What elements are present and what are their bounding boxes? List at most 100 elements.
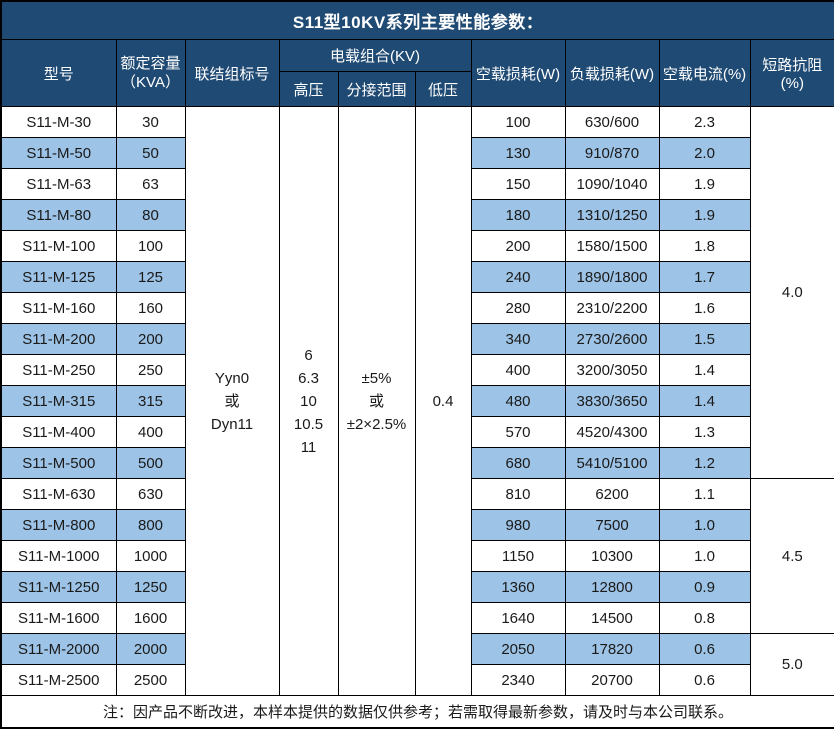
cell-tap-range-merged: ±5% 或 ±2×2.5% (337, 106, 416, 696)
cell-no-load-loss: 810 (470, 478, 566, 510)
cell-model: S11-M-2500 (0, 664, 117, 696)
header-load-loss: 负载损耗(W) (564, 39, 660, 107)
cell-no-load-loss: 480 (470, 385, 566, 417)
cell-capacity: 1250 (115, 571, 186, 603)
cell-capacity: 100 (115, 230, 186, 262)
header-impedance: 短路抗阻(%) (749, 39, 834, 107)
cell-no-load-current: 1.7 (658, 261, 751, 293)
cell-capacity: 125 (115, 261, 186, 293)
cell-no-load-loss: 980 (470, 509, 566, 541)
cell-load-loss: 1890/1800 (564, 261, 660, 293)
cell-model: S11-M-160 (0, 292, 117, 324)
cell-load-loss: 12800 (564, 571, 660, 603)
cell-load-loss: 2730/2600 (564, 323, 660, 355)
cell-load-loss: 1580/1500 (564, 230, 660, 262)
table-row: S11-M-80 80 180 1310/1250 1.9 (0, 199, 834, 231)
title-row: S11型10KV系列主要性能参数： (0, 0, 834, 40)
cell-load-loss: 1310/1250 (564, 199, 660, 231)
cell-no-load-current: 1.4 (658, 385, 751, 417)
cell-capacity: 160 (115, 292, 186, 324)
cell-model: S11-M-1600 (0, 602, 117, 634)
page-title: S11型10KV系列主要性能参数： (0, 0, 834, 40)
cell-no-load-current: 2.0 (658, 137, 751, 169)
table-row: S11-M-63 63 150 1090/1040 1.9 (0, 168, 834, 200)
cell-load-loss: 630/600 (564, 106, 660, 138)
cell-model: S11-M-30 (0, 106, 117, 138)
cell-no-load-loss: 2340 (470, 664, 566, 696)
header-row-1: 型号 额定容量 （KVA） 联结组标号 电载组合(KV) 空载损耗(W) 负载损… (0, 39, 834, 107)
table-row: S11-M-2500 2500 2340 20700 0.6 (0, 664, 834, 696)
footer-note: 注：因产品不断改进，本样本提供的数据仅供参考；若需取得最新参数，请及时与本公司联… (0, 695, 834, 729)
cell-no-load-loss: 680 (470, 447, 566, 479)
cell-no-load-current: 1.2 (658, 447, 751, 479)
cell-no-load-current: 1.0 (658, 540, 751, 572)
header-no-load-current: 空载电流(%) (658, 39, 751, 107)
table-row: S11-M-630 630 810 6200 1.1 4.5 (0, 478, 834, 634)
cell-no-load-loss: 100 (470, 106, 566, 138)
cell-no-load-loss: 340 (470, 323, 566, 355)
cell-load-loss: 3830/3650 (564, 385, 660, 417)
cell-no-load-current: 1.4 (658, 354, 751, 386)
cell-load-loss: 910/870 (564, 137, 660, 169)
cell-load-loss: 14500 (564, 602, 660, 634)
cell-no-load-loss: 200 (470, 230, 566, 262)
header-row-2: 高压 分接范围 低压 (1, 71, 834, 107)
table-row: S11-M-2000 2000 2050 17820 0.6 5.0 (0, 633, 834, 696)
cell-impedance-group-1: 4.0 (749, 106, 834, 479)
cell-load-loss: 1090/1040 (564, 168, 660, 200)
cell-load-loss: 7500 (564, 509, 660, 541)
cell-capacity: 800 (115, 509, 186, 541)
cell-no-load-current: 0.6 (658, 633, 751, 665)
header-no-load-loss: 空载损耗(W) (470, 39, 566, 107)
cell-no-load-loss: 180 (470, 199, 566, 231)
cell-no-load-current: 1.1 (658, 478, 751, 510)
cell-impedance-group-2: 4.5 (749, 478, 834, 634)
cell-capacity: 50 (115, 137, 186, 169)
cell-no-load-loss: 1640 (470, 602, 566, 634)
cell-model: S11-M-125 (0, 261, 117, 293)
table-row: S11-M-800 800 980 7500 1.0 (0, 509, 834, 541)
cell-no-load-loss: 570 (470, 416, 566, 448)
cell-capacity: 250 (115, 354, 186, 386)
cell-connection-merged: Yyn0 或 Dyn11 (184, 106, 280, 696)
cell-model: S11-M-2000 (0, 633, 117, 665)
cell-capacity: 630 (115, 478, 186, 510)
cell-no-load-loss: 2050 (470, 633, 566, 665)
cell-model: S11-M-200 (0, 323, 117, 355)
cell-capacity: 500 (115, 447, 186, 479)
cell-load-loss: 2310/2200 (564, 292, 660, 324)
cell-model: S11-M-250 (0, 354, 117, 386)
table-row: S11-M-1600 1600 1640 14500 0.8 (0, 602, 834, 634)
cell-model: S11-M-50 (0, 137, 117, 169)
table-row: S11-M-200 200 340 2730/2600 1.5 (0, 323, 834, 355)
cell-capacity: 80 (115, 199, 186, 231)
cell-model: S11-M-1250 (0, 571, 117, 603)
cell-no-load-current: 1.6 (658, 292, 751, 324)
table-row: S11-M-160 160 280 2310/2200 1.6 (0, 292, 834, 324)
cell-capacity: 63 (115, 168, 186, 200)
cell-no-load-current: 1.3 (658, 416, 751, 448)
table-row: S11-M-125 125 240 1890/1800 1.7 (0, 261, 834, 293)
cell-model: S11-M-315 (0, 385, 117, 417)
cell-capacity: 400 (115, 416, 186, 448)
cell-hv-merged: 6 6.3 10 10.5 11 (278, 106, 339, 696)
cell-load-loss: 20700 (564, 664, 660, 696)
cell-model: S11-M-63 (0, 168, 117, 200)
cell-lv-merged: 0.4 (414, 106, 472, 696)
table-row: S11-M-100 100 200 1580/1500 1.8 (0, 230, 834, 262)
cell-no-load-current: 0.8 (658, 602, 751, 634)
header-connection: 联结组标号 (184, 39, 280, 107)
cell-no-load-current: 1.0 (658, 509, 751, 541)
cell-no-load-current: 0.6 (658, 664, 751, 696)
cell-load-loss: 6200 (564, 478, 660, 510)
cell-capacity: 1000 (115, 540, 186, 572)
cell-model: S11-M-80 (0, 199, 117, 231)
cell-capacity: 2500 (115, 664, 186, 696)
cell-capacity: 315 (115, 385, 186, 417)
cell-model: S11-M-400 (0, 416, 117, 448)
header-model: 型号 (0, 39, 117, 107)
cell-model: S11-M-630 (0, 478, 117, 510)
table-row: S11-M-500 500 680 5410/5100 1.2 (0, 447, 834, 479)
cell-no-load-current: 2.3 (658, 106, 751, 138)
cell-no-load-loss: 150 (470, 168, 566, 200)
